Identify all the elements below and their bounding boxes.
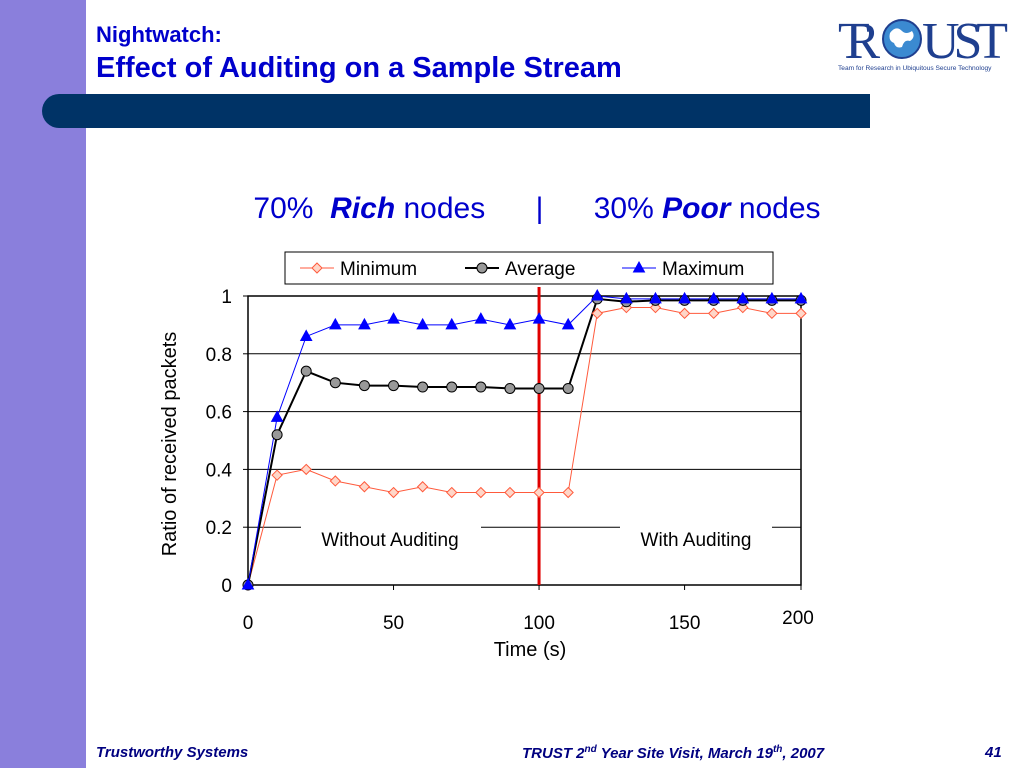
data-point-maximum [590,288,604,301]
data-point-maximum [474,312,488,324]
legend-marker-minimum [311,262,323,274]
data-point-maximum [358,317,371,330]
data-point-maximum [794,291,808,304]
chart-subtitle: 70% Rich nodes | 30% Poor nodes [0,192,1024,226]
rich-word: Rich [330,192,396,225]
poor-word: Poor [662,192,731,225]
data-point-average [388,380,400,392]
data-point-maximum [387,312,400,324]
data-point-maximum [707,291,721,304]
rich-percent: 70% [253,192,314,225]
data-point-average [417,381,429,393]
data-point-minimum [329,475,342,487]
legend-marker-maximum [632,260,646,273]
x-tick-label: 100 [523,613,555,634]
data-point-maximum [620,291,633,304]
slide-title: Effect of Auditing on a Sample Stream [96,52,622,84]
y-tick-label: 0.2 [206,518,232,539]
x-tick-label: 200 [782,608,814,629]
data-point-minimum [795,307,807,320]
rich-nodes: nodes [403,192,486,225]
slide-supertitle: Nightwatch: [96,22,222,47]
legend-box [284,251,774,285]
data-point-average [562,382,574,394]
data-point-average [358,380,370,392]
data-point-minimum [387,486,400,499]
poor-nodes: nodes [738,192,821,225]
data-point-average [300,365,312,377]
data-point-average [329,377,341,389]
data-point-minimum [591,307,603,320]
side-accent-bar [0,0,86,768]
data-point-minimum [504,486,516,499]
footer-center: TRUST 2nd Year Site Visit, March 19th, 2… [522,744,824,762]
logo-letters-ust: UST [922,13,1008,70]
data-point-maximum [270,410,284,422]
y-axis-title: Ratio of received packets [159,332,181,557]
footer-sup-nd: nd [584,744,597,755]
data-point-maximum [328,317,342,330]
poor-percent: 30% [593,192,654,225]
data-point-minimum [300,463,312,476]
data-point-average [475,381,487,393]
data-point-maximum [503,317,517,330]
data-point-maximum [561,317,575,330]
region-label-box [301,520,481,554]
legend-label-minimum: Minimum [340,259,417,280]
data-point-minimum [766,307,778,320]
y-tick-label: 0.6 [206,403,232,424]
page-number: 41 [985,744,1002,761]
data-point-average [271,429,283,441]
data-point-minimum [271,469,283,481]
data-point-average [504,382,516,394]
data-point-maximum [765,291,779,304]
legend-label-average: Average [505,259,575,280]
subtitle-separator: | [535,192,544,225]
footer-sup-th: th [772,744,783,755]
x-tick-label: 150 [669,613,701,634]
data-point-maximum [241,577,255,590]
data-point-minimum [475,486,487,499]
data-point-maximum [299,329,313,341]
data-point-maximum [678,291,691,304]
region-label: With Auditing [641,530,752,551]
title-underline-bar [42,94,870,128]
footer-center-b: Year Site Visit, March 19 [596,745,773,762]
data-point-minimum [416,481,429,493]
x-tick-label: 50 [383,613,404,634]
region-label-box [620,520,772,554]
y-tick-label: 0.8 [206,345,232,366]
data-point-minimum [562,486,574,499]
region-label: Without Auditing [321,530,458,551]
data-point-maximum [736,291,750,304]
y-tick-label: 0 [221,576,232,597]
x-tick-label: 0 [243,613,254,634]
trust-logo: TR UST Team for Research in Ubiquitous S… [838,13,1008,72]
footer-center-a: TRUST 2 [522,745,585,762]
logo-tagline: Team for Research in Ubiquitous Secure T… [838,65,992,72]
legend-label-maximum: Maximum [662,259,744,280]
data-point-maximum [532,312,546,324]
data-point-maximum [416,317,429,330]
data-point-minimum [533,486,545,499]
y-tick-label: 0.4 [206,460,233,481]
y-tick-label: 1 [221,287,232,308]
data-point-average [446,381,458,393]
data-point-maximum [445,317,459,330]
legend-marker-average [476,262,488,274]
data-point-minimum [707,307,720,320]
data-point-minimum [446,486,458,499]
data-point-average [533,382,545,394]
data-point-minimum [678,307,691,320]
x-axis-title: Time (s) [494,639,567,661]
globe-icon [882,19,922,59]
data-point-maximum [649,291,662,304]
footer-left: Trustworthy Systems [96,744,249,761]
data-point-minimum [358,481,371,493]
footer-center-c: , 2007 [782,745,825,762]
logo-letters-tr: TR [838,13,880,70]
